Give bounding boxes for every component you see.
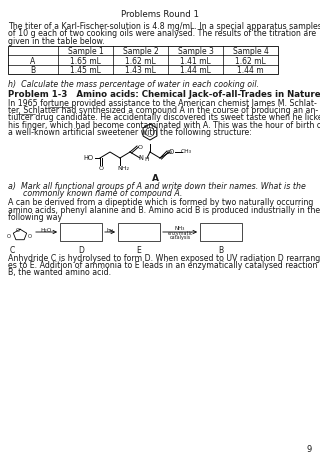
Text: 1.65 mL: 1.65 mL bbox=[70, 57, 101, 66]
Text: O: O bbox=[7, 234, 11, 239]
Text: O: O bbox=[16, 228, 20, 233]
Text: 9: 9 bbox=[307, 445, 312, 453]
Text: 1.62 mL: 1.62 mL bbox=[125, 57, 156, 66]
Text: D: D bbox=[78, 246, 84, 255]
Text: catalysis: catalysis bbox=[169, 235, 191, 240]
Text: Problem 1-3   Amino acids: Chemical Jack-of-all-Trades in Nature: Problem 1-3 Amino acids: Chemical Jack-o… bbox=[8, 90, 320, 99]
Text: NH₂: NH₂ bbox=[117, 166, 129, 171]
Text: O: O bbox=[169, 149, 174, 155]
Text: hν: hν bbox=[107, 228, 113, 233]
Text: O: O bbox=[138, 145, 143, 150]
Text: his finger, which had become contaminated with A. This was the hour of birth of: his finger, which had become contaminate… bbox=[8, 120, 320, 130]
Text: B, the wanted amino acid.: B, the wanted amino acid. bbox=[8, 268, 111, 277]
Text: es to E. Addition of ammonia to E leads in an enzymatically catalysed reaction t: es to E. Addition of ammonia to E leads … bbox=[8, 261, 320, 270]
Text: Anhydride C is hydrolysed to form D. When exposed to UV radiation D rearrang-: Anhydride C is hydrolysed to form D. Whe… bbox=[8, 254, 320, 263]
Text: B: B bbox=[219, 246, 224, 255]
Text: Sample 4: Sample 4 bbox=[233, 47, 268, 56]
Text: E: E bbox=[137, 246, 141, 255]
Text: following way: following way bbox=[8, 213, 62, 222]
Text: In 1965 fortune provided assistance to the American chemist James M. Schlat-: In 1965 fortune provided assistance to t… bbox=[8, 99, 317, 108]
Text: 1.62 mL: 1.62 mL bbox=[235, 57, 266, 66]
Text: H: H bbox=[144, 157, 148, 162]
Bar bbox=[118, 223, 160, 241]
Text: Sample 1: Sample 1 bbox=[68, 47, 103, 56]
Text: 1.43 mL: 1.43 mL bbox=[125, 66, 156, 75]
Text: A: A bbox=[30, 57, 36, 66]
Text: 1.41 mL: 1.41 mL bbox=[180, 57, 211, 66]
Text: h)  Calculate the mass percentage of water in each cooking oil.: h) Calculate the mass percentage of wate… bbox=[8, 80, 259, 89]
Text: a)  Mark all functional groups of A and write down their names. What is the: a) Mark all functional groups of A and w… bbox=[8, 182, 306, 191]
Text: A: A bbox=[151, 174, 158, 183]
Text: HO: HO bbox=[83, 155, 93, 161]
Text: Sample 3: Sample 3 bbox=[178, 47, 213, 56]
Bar bbox=[200, 223, 242, 241]
Text: H₂O: H₂O bbox=[41, 228, 52, 233]
Text: C: C bbox=[10, 246, 15, 255]
Bar bbox=[8, 45, 278, 74]
Text: O: O bbox=[28, 234, 32, 239]
Text: ter. Schlatter had synthesized a compound A in the course of producing an an-: ter. Schlatter had synthesized a compoun… bbox=[8, 106, 318, 115]
Bar bbox=[60, 223, 102, 241]
Text: 1.44 m: 1.44 m bbox=[237, 66, 264, 75]
Text: N: N bbox=[138, 155, 143, 161]
Text: CH₃: CH₃ bbox=[181, 149, 192, 154]
Text: enzymatic: enzymatic bbox=[167, 231, 193, 236]
Text: NH₃: NH₃ bbox=[175, 226, 185, 231]
Text: commonly known name of compound A.: commonly known name of compound A. bbox=[8, 189, 182, 198]
Text: B: B bbox=[30, 66, 36, 75]
Text: 1.45 mL: 1.45 mL bbox=[70, 66, 101, 75]
Text: A can be derived from a dipeptide which is formed by two naturally occurring: A can be derived from a dipeptide which … bbox=[8, 198, 313, 207]
Text: a well-known artificial sweetener with the following structure:: a well-known artificial sweetener with t… bbox=[8, 128, 252, 137]
Text: O: O bbox=[99, 166, 104, 171]
Text: tiulcer drug candidate. He accidentally discovered its sweet taste when he licke: tiulcer drug candidate. He accidentally … bbox=[8, 113, 320, 122]
Text: Sample 2: Sample 2 bbox=[123, 47, 158, 56]
Text: O: O bbox=[167, 150, 172, 155]
Text: given in the table below.: given in the table below. bbox=[8, 37, 105, 46]
Text: The titer of a Karl-Fischer-solution is 4.8 mg/mL. In a special apparatus sample: The titer of a Karl-Fischer-solution is … bbox=[8, 22, 320, 31]
Text: amino acids, phenyl alanine and B. Amino acid B is produced industrially in the: amino acids, phenyl alanine and B. Amino… bbox=[8, 206, 320, 215]
Text: of 10 g each of two cooking oils were analysed. The results of the titration are: of 10 g each of two cooking oils were an… bbox=[8, 29, 316, 39]
Text: Problems Round 1: Problems Round 1 bbox=[121, 10, 199, 19]
Text: 1.44 mL: 1.44 mL bbox=[180, 66, 211, 75]
